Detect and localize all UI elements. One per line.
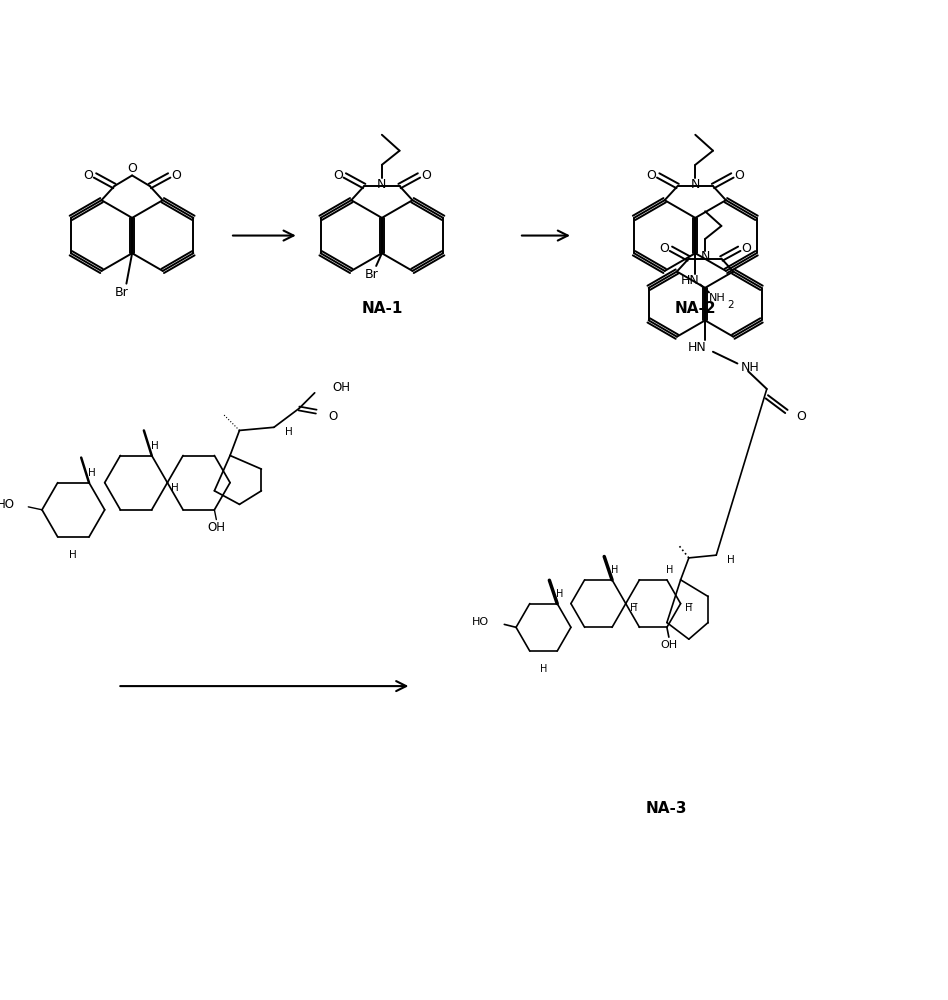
- Text: O: O: [328, 410, 337, 423]
- Text: NH: NH: [740, 361, 759, 374]
- Text: OH: OH: [661, 640, 678, 650]
- Text: Br: Br: [364, 268, 378, 281]
- Text: OH: OH: [208, 521, 226, 534]
- Text: N: N: [377, 178, 387, 191]
- Text: H̅: H̅: [684, 603, 692, 613]
- Text: H: H: [666, 565, 673, 575]
- Text: NA-1: NA-1: [361, 301, 403, 316]
- Text: 2: 2: [728, 300, 735, 310]
- Text: O: O: [647, 169, 656, 182]
- Text: H: H: [539, 664, 547, 674]
- Text: H: H: [172, 483, 179, 493]
- Text: H: H: [611, 565, 619, 575]
- Text: NH: NH: [709, 293, 726, 303]
- Text: Br: Br: [115, 286, 128, 299]
- Text: HO: HO: [471, 617, 488, 627]
- Text: O: O: [83, 169, 93, 182]
- Text: N: N: [701, 250, 710, 263]
- Text: O: O: [735, 169, 744, 182]
- Text: O: O: [172, 169, 181, 182]
- Text: O: O: [421, 169, 430, 182]
- Text: H: H: [69, 550, 77, 560]
- Text: O: O: [796, 410, 806, 423]
- Text: O: O: [741, 242, 751, 255]
- Text: NA-3: NA-3: [646, 801, 686, 816]
- Text: O: O: [127, 162, 137, 175]
- Text: HO: HO: [0, 498, 14, 511]
- Text: N: N: [690, 178, 700, 191]
- Text: OH: OH: [333, 381, 351, 394]
- Text: HN: HN: [681, 274, 700, 287]
- Text: H: H: [151, 441, 158, 451]
- Text: O: O: [333, 169, 343, 182]
- Text: H: H: [88, 468, 96, 478]
- Text: O: O: [659, 242, 669, 255]
- Text: HN: HN: [688, 341, 706, 354]
- Text: H: H: [727, 555, 735, 565]
- Text: NA-2: NA-2: [674, 301, 716, 316]
- Text: H̅: H̅: [629, 603, 637, 613]
- Text: H: H: [284, 427, 293, 437]
- Text: H: H: [556, 589, 564, 599]
